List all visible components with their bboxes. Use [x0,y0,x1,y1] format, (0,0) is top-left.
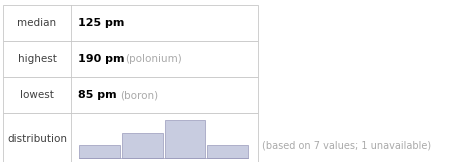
Bar [3,77,258,113]
Bar [122,133,162,158]
Text: distribution: distribution [7,134,67,144]
Text: (boron): (boron) [120,90,158,100]
Text: highest: highest [17,54,56,64]
Text: median: median [17,18,56,28]
Bar [207,145,248,158]
Text: (polonium): (polonium) [125,54,182,64]
Bar [164,120,205,158]
Text: 85 pm: 85 pm [78,90,117,100]
Text: 125 pm: 125 pm [78,18,124,28]
Bar [3,5,258,41]
Text: 190 pm: 190 pm [78,54,124,64]
Bar [3,113,258,162]
Text: (based on 7 values; 1 unavailable): (based on 7 values; 1 unavailable) [262,140,431,150]
Bar [3,41,258,77]
Text: lowest: lowest [20,90,54,100]
Bar [79,145,120,158]
